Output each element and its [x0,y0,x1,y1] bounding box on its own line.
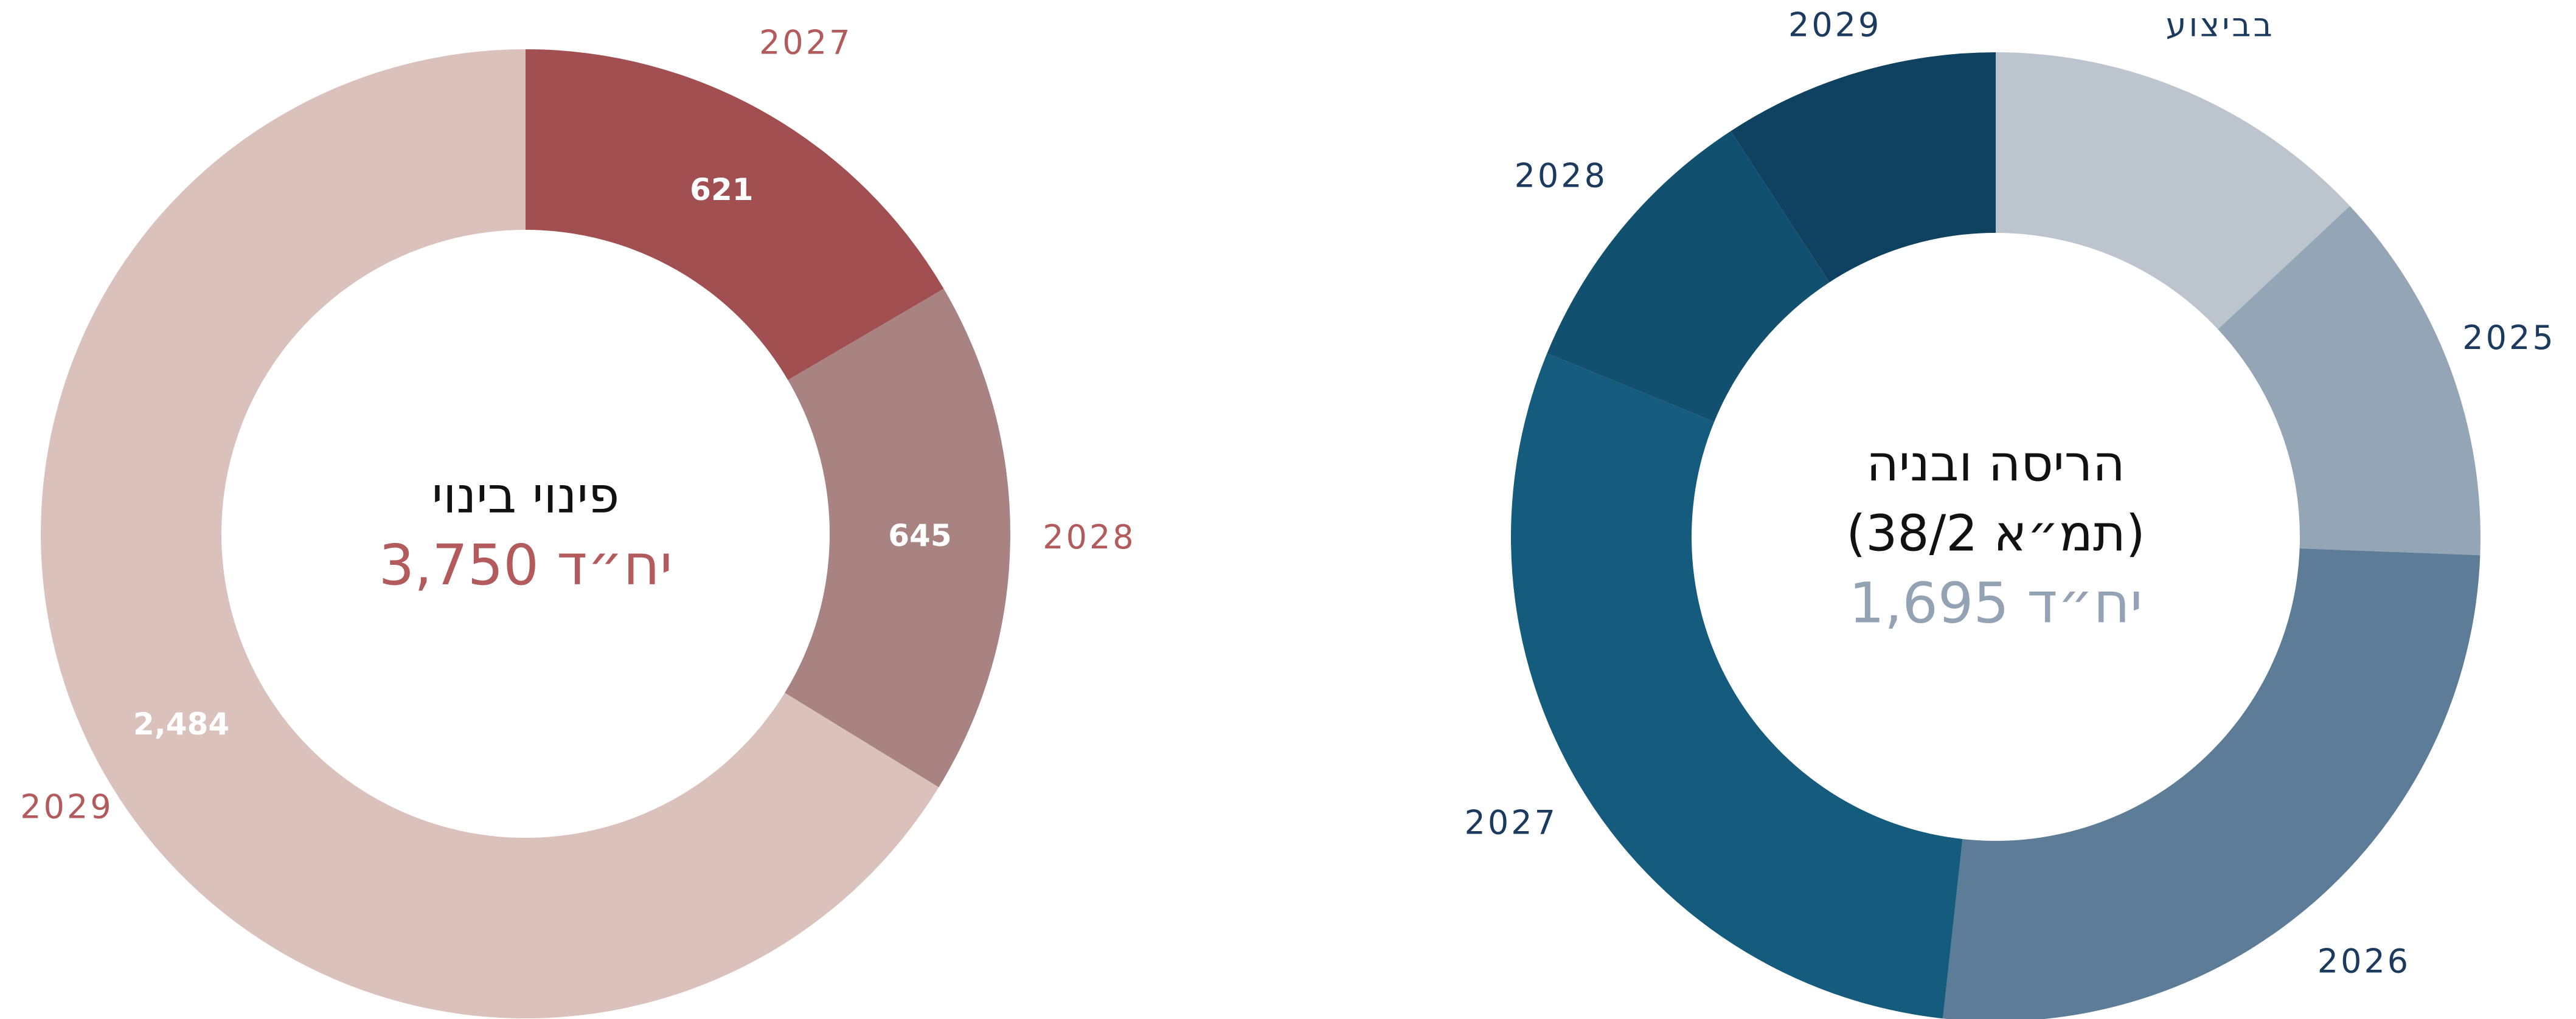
data-label: 2,484 [133,706,229,742]
category-label: 2028 [1515,156,1608,195]
category-label: 2028 [1043,518,1136,556]
data-label: 645 [888,518,951,553]
category-label: 2027 [1465,804,1558,842]
donut-segment [1996,52,2350,330]
donut-segment [1547,131,1830,422]
center-title: (תמ״א 38/2) [1846,505,2145,562]
category-label: 2026 [2317,942,2411,981]
donut-segment [1731,52,1996,283]
center-value: 1,695 יח״ד [1849,570,2143,635]
center-title: הריסה ובניה [1866,435,2125,492]
category-label: 2027 [759,23,852,61]
category-label: 2029 [1788,6,1881,44]
donut-segment [1510,353,1963,1019]
category-label: בביצוע [2166,6,2275,44]
data-label: 621 [690,172,753,207]
center-title: פינוי בינוי [432,467,619,525]
center-value: 3,750 יח״ד [379,533,673,598]
donut-segment [1943,548,2481,1019]
category-label: 2029 [20,787,113,826]
category-label: 2025 [2462,319,2555,357]
donut-segment [526,49,944,381]
donut-segment [785,288,1010,787]
donut-segment [2218,206,2481,556]
donut-segment [41,49,939,1018]
